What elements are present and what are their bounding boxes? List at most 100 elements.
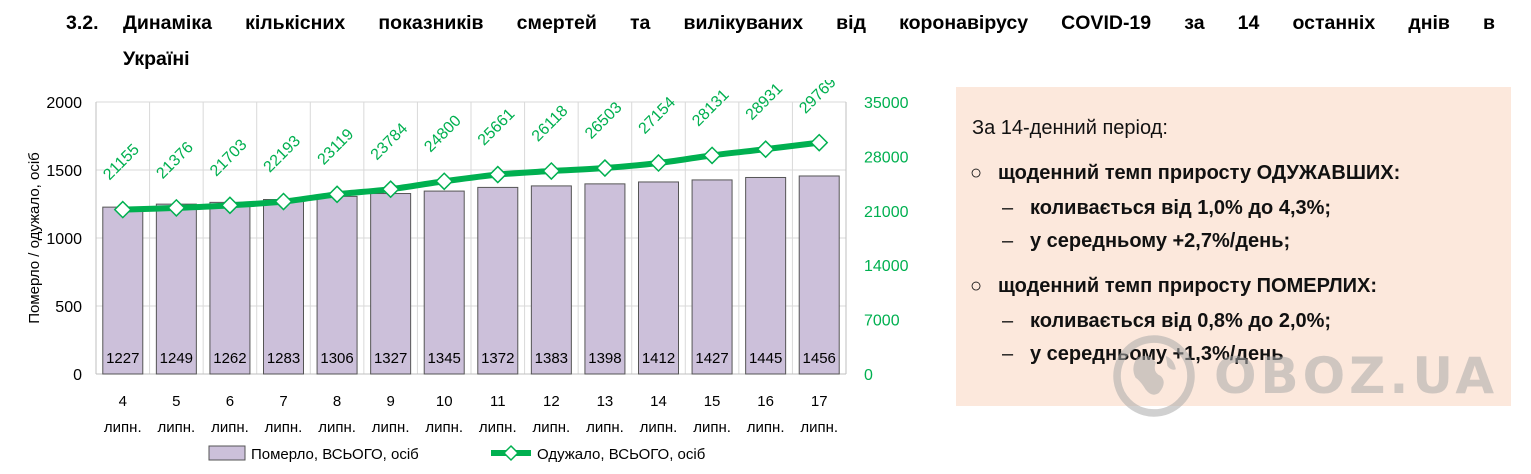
bar-data-label: 1283	[267, 350, 300, 367]
bar-16	[745, 176, 787, 375]
dash-icon: –	[1002, 230, 1014, 252]
bar-data-label: 1372	[481, 350, 514, 367]
y2-tick-label: 14000	[864, 258, 909, 275]
recovered-data-label: 24800	[421, 112, 465, 156]
recovered-point-7	[274, 192, 293, 211]
recovered-data-label: 26503	[582, 99, 626, 143]
x-tick-label: 4	[119, 393, 127, 410]
bar-data-label: 1383	[535, 350, 568, 367]
recovered-data-label: 23119	[315, 126, 358, 169]
heading-number: 3.2.	[66, 12, 99, 34]
bar-4	[102, 206, 144, 375]
x-tick-label: 5	[172, 393, 180, 410]
x-tick-label: 16	[757, 393, 774, 410]
x-tick-label: 13	[597, 393, 614, 410]
bar-data-label: 1327	[374, 350, 407, 367]
x-tick-sublabel: липн.	[532, 419, 570, 436]
sub-deaths-average-text: у середньому +1,3%/день	[1030, 343, 1284, 365]
bar-7	[263, 199, 304, 375]
dash-icon: –	[1002, 343, 1014, 365]
y2-tick-label: 35000	[864, 95, 909, 112]
watermark-text: OBOZ.UA	[1214, 347, 1499, 405]
x-tick-label: 15	[704, 393, 721, 410]
recovered-data-label: 21376	[153, 139, 197, 183]
y2-tick-label: 0	[864, 367, 873, 384]
sub-recovered-range-text: коливається від 1,0% до 4,3%;	[1030, 197, 1332, 219]
x-tick-sublabel: липн.	[318, 419, 356, 436]
summary-sub-recovered-average: – у середньому +2,7%/день;	[1002, 230, 1290, 253]
heading-line-1: Динаміка кількісних показників смертей т…	[123, 12, 1495, 34]
globe-icon	[1113, 335, 1195, 417]
x-tick-sublabel: липн.	[425, 419, 463, 436]
bar-data-label: 1345	[428, 350, 461, 367]
recovered-point-14	[649, 153, 668, 173]
x-tick-label: 17	[811, 393, 828, 410]
y-tick-label: 500	[55, 299, 82, 316]
recovered-point-13	[595, 158, 614, 178]
bar-15	[691, 179, 733, 375]
x-tick-sublabel: липн.	[747, 419, 785, 436]
x-tick-sublabel: липн.	[211, 419, 249, 436]
recovered-point-8	[328, 185, 347, 204]
bullet-deaths-text: щоденний темп приросту ПОМЕРЛИХ:	[998, 275, 1378, 297]
summary-intro: За 14-денний період:	[972, 117, 1168, 139]
bar-data-label: 1456	[803, 350, 836, 367]
legend-line-marker	[502, 444, 520, 462]
recovered-data-label: 26118	[529, 102, 572, 145]
bullet-circle-icon: ○	[970, 162, 983, 184]
recovered-data-label: 21155	[100, 141, 143, 184]
sub-deaths-range-text: коливається від 0,8% до 2,0%;	[1030, 310, 1332, 332]
summary-bullet-deaths: ○ щоденний темп приросту ПОМЕРЛИХ:	[970, 275, 1377, 298]
dash-icon: –	[1002, 197, 1014, 219]
bullet-circle-icon: ○	[970, 275, 983, 297]
recovered-point-6	[220, 196, 239, 215]
x-tick-sublabel: липн.	[693, 419, 731, 436]
x-tick-sublabel: липн.	[157, 419, 195, 436]
x-tick-label: 6	[226, 393, 234, 410]
recovered-data-label: 29769	[796, 80, 840, 117]
bar-11	[477, 186, 519, 375]
x-tick-sublabel: липн.	[640, 419, 678, 436]
legend-line-label: Одужало, ВСЬОГО, осіб	[537, 446, 705, 463]
x-tick-label: 9	[386, 393, 394, 410]
recovered-point-12	[542, 161, 561, 181]
recovered-point-17	[810, 133, 829, 152]
recovered-point-11	[488, 165, 507, 184]
recovered-data-label: 25661	[475, 106, 519, 150]
summary-sub-recovered-range: – коливається від 1,0% до 4,3%;	[1002, 197, 1331, 220]
y-tick-label: 1000	[46, 231, 82, 248]
x-tick-label: 7	[279, 393, 287, 410]
legend-bar-swatch	[208, 445, 246, 461]
recovered-point-9	[381, 180, 400, 199]
recovered-data-label: 27154	[636, 94, 680, 138]
recovered-point-4	[113, 200, 132, 219]
recovered-data-label: 23784	[368, 120, 412, 164]
recovered-data-label: 21703	[207, 136, 251, 180]
x-tick-label: 14	[650, 393, 667, 410]
bar-9	[370, 193, 412, 375]
y2-tick-label: 7000	[864, 313, 900, 330]
x-tick-sublabel: липн.	[104, 419, 142, 436]
heading-line-2: Україні	[123, 48, 190, 70]
bar-data-label: 1262	[213, 350, 246, 367]
bar-data-label: 1306	[320, 350, 353, 367]
bar-6	[209, 201, 251, 375]
bar-14	[638, 181, 679, 375]
bar-data-label: 1427	[695, 350, 728, 367]
y2-tick-label: 28000	[864, 149, 909, 166]
x-tick-label: 8	[333, 393, 341, 410]
x-tick-sublabel: липн.	[586, 419, 624, 436]
bullet-recovered-text: щоденний темп приросту ОДУЖАВШИХ:	[998, 162, 1401, 184]
recovered-point-16	[756, 140, 775, 159]
bar-data-label: 1398	[588, 350, 621, 367]
recovered-point-5	[167, 198, 186, 217]
bar-10	[423, 190, 465, 375]
bar-data-label: 1412	[642, 350, 675, 367]
x-tick-sublabel: липн.	[479, 419, 517, 436]
bar-data-label: 1227	[106, 350, 139, 367]
bar-data-label: 1249	[160, 350, 193, 367]
summary-sub-deaths-range: – коливається від 0,8% до 2,0%;	[1002, 310, 1331, 333]
y-axis-title: Померло / одужало, осіб	[26, 152, 43, 324]
x-tick-label: 12	[543, 393, 560, 410]
y-tick-label: 2000	[46, 95, 82, 112]
